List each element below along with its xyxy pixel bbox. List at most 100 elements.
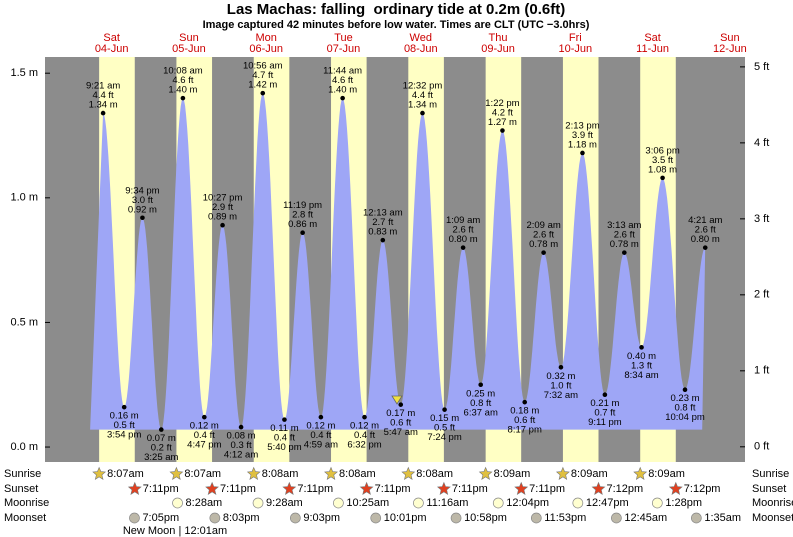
tide-label: 3.5 ft	[652, 155, 673, 166]
tide-point	[260, 90, 266, 96]
tide-label: 2.6 ft	[453, 225, 474, 236]
tide-label: 0.80 m	[449, 234, 478, 245]
sunrise-icon	[324, 466, 338, 480]
date-label: 06-Jun	[249, 43, 283, 55]
tide-label: 8:17 pm	[508, 425, 542, 436]
row-label: Moonset	[4, 512, 46, 524]
tide-label: 1:09 am	[446, 215, 480, 226]
row-time: 8:03pm	[223, 512, 260, 524]
moonset-icon	[690, 512, 702, 524]
tide-point	[398, 402, 404, 407]
tide-label: 1:22 pm	[485, 98, 519, 109]
tide-label: 2.6 ft	[614, 230, 635, 241]
tide-label: 0.92 m	[128, 204, 157, 215]
weekday-label: Wed	[410, 32, 432, 44]
tide-point	[478, 382, 484, 388]
row-time: 8:08am	[339, 468, 376, 480]
tide-label: 2.6 ft	[695, 225, 716, 236]
tide-label: 4.4 ft	[93, 90, 114, 101]
weekday-label: Sun	[179, 32, 199, 44]
date-label: 09-Jun	[481, 43, 515, 55]
row-time: 10:25am	[346, 497, 389, 509]
tide-label: 4:47 pm	[187, 440, 221, 451]
tide-point	[180, 95, 186, 101]
tide-label: 4.6 ft	[172, 75, 193, 86]
row-time: 7:11pm	[143, 483, 179, 495]
tide-label: 3:54 pm	[107, 430, 141, 441]
tide-label: 2.7 ft	[372, 217, 393, 228]
sunrise-icon	[169, 466, 184, 480]
sunset-icon	[436, 481, 451, 495]
row-time: 1:28pm	[665, 497, 702, 509]
tide-label: 0.17 m	[386, 408, 415, 419]
tide-point	[282, 417, 287, 422]
tide-point	[140, 215, 145, 221]
tide-label: 0.4 ft	[274, 433, 295, 444]
tide-label: 0.32 m	[546, 371, 575, 382]
tide-label: 10:56 am	[243, 61, 283, 72]
tide-point	[602, 392, 608, 398]
tide-point	[500, 128, 505, 133]
row-time: 7:11pm	[452, 483, 488, 495]
tide-point	[622, 250, 627, 255]
tide-label: 0.89 m	[208, 212, 237, 223]
row-time: 8:07am	[107, 468, 144, 480]
tide-label: 0.07 m	[147, 433, 176, 444]
moonrise-icon	[651, 497, 663, 509]
tide-point	[121, 404, 127, 410]
weekday-label: Fri	[569, 32, 582, 44]
date-label: 11-Jun	[636, 43, 669, 55]
tide-label: 5:40 pm	[267, 442, 301, 453]
chart-title: Las Machas: falling ordinary tide at 0.2…	[227, 1, 565, 18]
tide-point	[220, 222, 225, 228]
tide-point	[682, 387, 688, 393]
tide-label: 12:32 pm	[403, 81, 443, 92]
moon-phase: New Moon | 12:01am	[123, 525, 227, 537]
row-label: Moonrise	[752, 497, 793, 509]
tide-label: 4.4 ft	[412, 90, 433, 101]
tide-label: 1.3 ft	[631, 360, 652, 371]
sunrise-icon	[633, 466, 648, 480]
tide-label: 3:13 am	[607, 220, 641, 231]
tide-label: 9:21 am	[86, 81, 120, 92]
row-time: 10:58pm	[464, 512, 507, 524]
sunset-icon	[668, 481, 683, 495]
tide-point	[238, 424, 244, 430]
tide-label: 0.6 ft	[390, 418, 411, 429]
tide-label: 4.6 ft	[332, 75, 353, 86]
tide-point	[702, 245, 708, 250]
sunrise-icon	[246, 466, 261, 480]
moonset-icon	[611, 512, 622, 524]
y-tick-label: 0.0 m	[10, 441, 38, 453]
tide-point	[442, 407, 447, 412]
tide-label: 1.18 m	[568, 139, 597, 150]
tide-label: 4.7 ft	[252, 70, 273, 81]
tide-label: 4:59 am	[304, 440, 338, 451]
weekday-label: Mon	[255, 32, 276, 44]
tide-label: 0.78 m	[529, 239, 558, 250]
weekday-label: Sat	[103, 32, 120, 44]
y2-tick-label: 4 ft	[754, 137, 769, 149]
tide-label: 0.78 m	[610, 239, 639, 250]
tide-label: 2:09 am	[526, 220, 560, 231]
tide-label: 0.23 m	[670, 393, 699, 404]
tide-point	[541, 250, 546, 255]
row-time: 8:09am	[571, 468, 608, 480]
tide-label: 5:47 am	[384, 427, 418, 438]
date-label: 05-Jun	[172, 43, 206, 55]
tide-label: 4:12 am	[224, 450, 258, 461]
tide-label: 1.34 m	[89, 100, 118, 111]
row-time: 10:01pm	[384, 512, 427, 524]
row-time: 7:05pm	[142, 512, 179, 524]
tide-label: 3.9 ft	[572, 130, 593, 141]
tide-label: 6:37 am	[464, 407, 498, 418]
tide-label: 0.8 ft	[470, 398, 491, 409]
tide-label: 11:19 pm	[283, 200, 322, 211]
sunrise-icon	[478, 466, 493, 480]
moonset-icon	[209, 512, 221, 524]
row-time: 9:28am	[266, 497, 303, 509]
tide-label: 12:13 am	[363, 208, 403, 219]
row-time: 12:04pm	[506, 497, 549, 509]
tide-point	[300, 230, 305, 236]
sunset-icon	[282, 481, 297, 495]
